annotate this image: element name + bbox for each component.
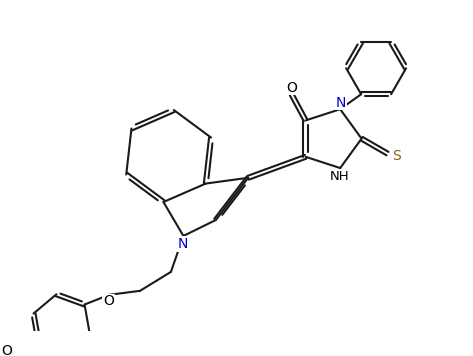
Text: N: N [335, 96, 346, 110]
Text: O: O [1, 344, 12, 356]
Text: O: O [286, 80, 297, 94]
Text: NH: NH [330, 170, 350, 183]
Text: O: O [103, 294, 114, 308]
Text: N: N [177, 237, 188, 251]
Text: S: S [392, 148, 400, 163]
